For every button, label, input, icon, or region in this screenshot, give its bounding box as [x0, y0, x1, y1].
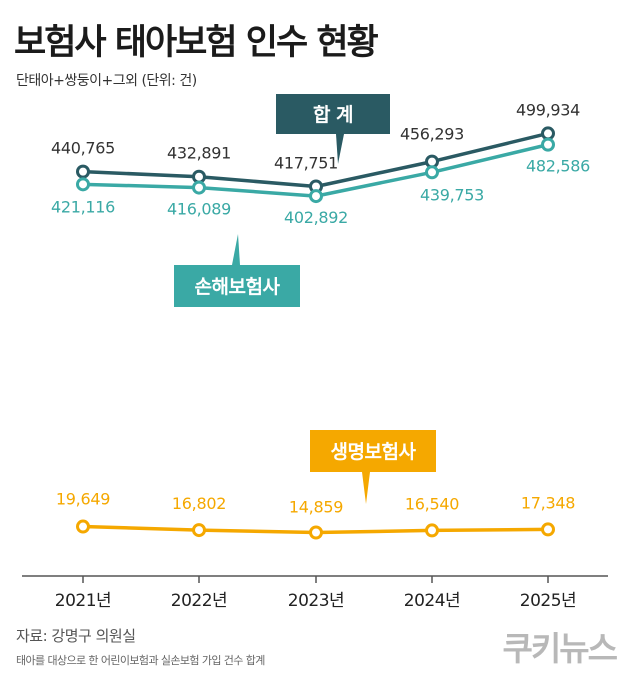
data-label-total: 440,765	[51, 139, 115, 158]
series-name-badge-life: 생명보험사	[310, 430, 436, 504]
data-label-life: 17,348	[521, 493, 575, 512]
publisher-logo: 쿠키뉴스	[502, 629, 618, 668]
x-tick-label: 2021년	[55, 591, 111, 611]
data-label-nonlife: 416,089	[167, 200, 231, 219]
data-point-nonlife	[541, 137, 555, 152]
footnote: 태아를 대상으로 한 어린이보험과 실손보험 가입 건수 합계	[16, 654, 265, 667]
data-label-nonlife: 482,586	[526, 157, 590, 176]
x-tick-label: 2022년	[171, 591, 227, 611]
series-name-label: 생명보험사	[331, 441, 417, 463]
data-label-total: 499,934	[516, 100, 580, 119]
data-label-life: 14,859	[289, 498, 343, 517]
data-label-life: 19,649	[56, 490, 110, 509]
data-point-life	[309, 525, 323, 540]
data-label-total: 432,891	[167, 144, 231, 163]
data-labels: 440,765 432,891 417,751 456,293 499,934 421,1…	[51, 100, 590, 516]
data-point-life	[76, 519, 90, 534]
series-name-label: 손해보험사	[195, 276, 281, 298]
data-point-life	[425, 523, 439, 538]
series-name-label: 합 계	[313, 104, 353, 126]
data-points	[76, 126, 555, 540]
series-name-badge-total: 합 계	[276, 94, 390, 164]
data-label-life: 16,802	[172, 494, 226, 513]
data-point-nonlife	[309, 189, 323, 204]
data-point-life	[541, 522, 555, 537]
data-point-nonlife	[192, 180, 206, 195]
series-name-badge-nonlife: 손해보험사	[174, 234, 300, 307]
source-text: 자료: 강명구 의원실	[16, 627, 136, 645]
x-tick-label: 2025년	[520, 591, 576, 611]
data-point-nonlife	[425, 165, 439, 180]
x-axis: 2021년 2022년 2023년 2024년 2025년	[22, 575, 608, 611]
x-tick-label: 2023년	[288, 591, 344, 611]
data-label-nonlife: 402,892	[284, 208, 348, 227]
page-subtitle: 단태아+쌍둥이+그외 (단위: 건)	[16, 73, 197, 89]
page-title: 보험사 태아보험 인수 현황	[14, 23, 379, 63]
x-tick-label: 2024년	[404, 591, 460, 611]
data-point-total	[192, 169, 206, 184]
data-point-total	[541, 126, 555, 141]
data-point-life	[192, 523, 206, 538]
data-point-total	[76, 164, 90, 179]
data-label-life: 16,540	[405, 494, 459, 513]
data-label-nonlife: 421,116	[51, 197, 115, 216]
data-label-total: 456,293	[400, 125, 464, 144]
data-point-nonlife	[76, 177, 90, 192]
data-label-nonlife: 439,753	[420, 185, 484, 204]
data-label-total: 417,751	[274, 154, 338, 173]
